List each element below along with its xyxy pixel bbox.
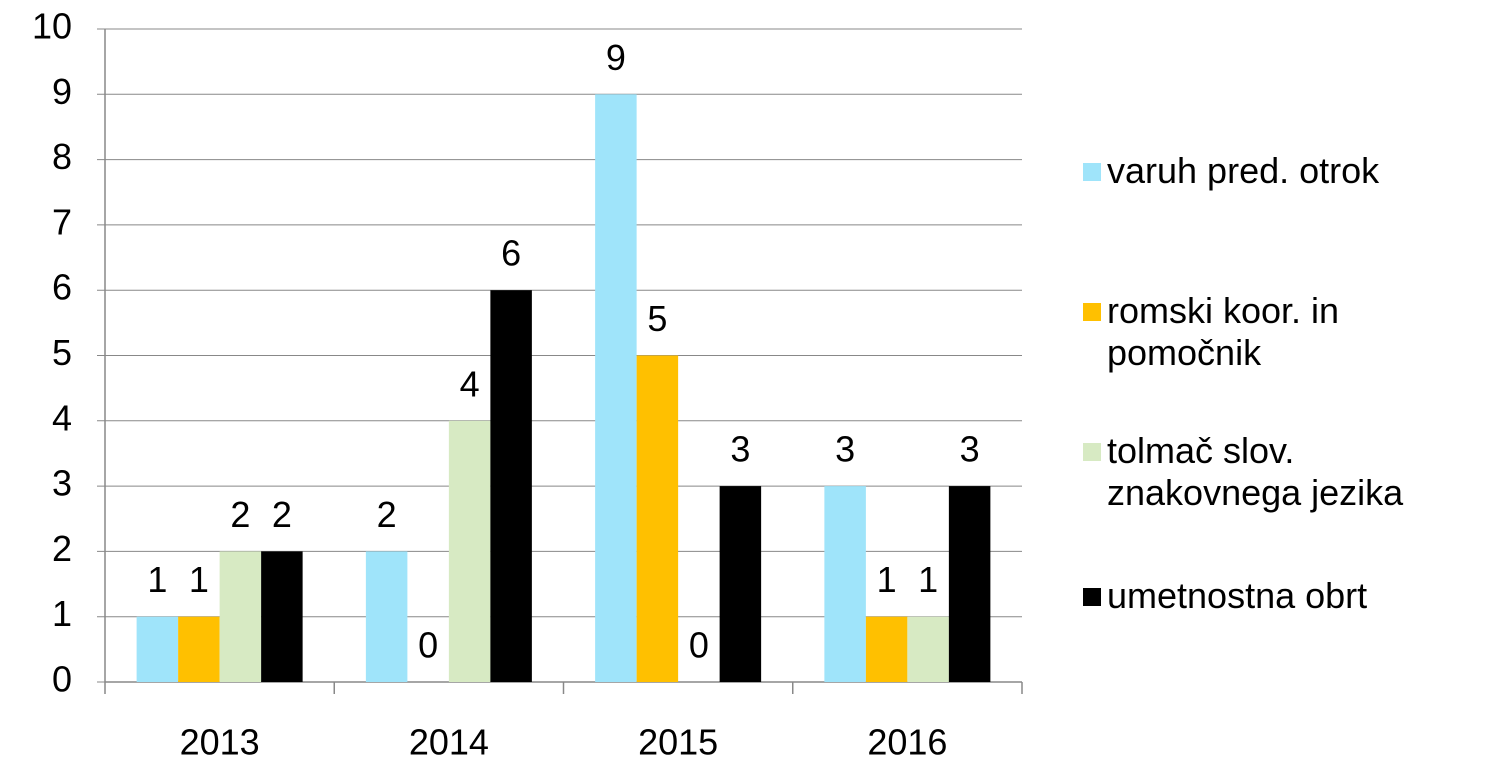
bar	[719, 486, 762, 682]
data-label: 3	[960, 429, 980, 470]
bar	[136, 616, 179, 682]
data-label: 1	[877, 559, 897, 600]
bar	[490, 290, 532, 682]
y-tick-label: 3	[52, 463, 72, 504]
data-label: 2	[230, 494, 250, 535]
y-tick-label: 8	[52, 136, 72, 177]
x-tick-label: 2015	[638, 722, 718, 760]
legend-swatch	[1083, 163, 1101, 181]
y-tick-label: 4	[52, 397, 72, 438]
data-label: 1	[189, 559, 209, 600]
y-tick-label: 10	[32, 6, 72, 47]
bar	[865, 616, 908, 682]
legend-label: umetnostna obrt	[1107, 575, 1368, 616]
y-tick-label: 1	[52, 593, 72, 634]
legend-item: varuh pred. otrok	[1083, 150, 1473, 192]
data-label: 1	[918, 559, 938, 600]
legend-label: romski koor. in pomočnik	[1107, 290, 1340, 373]
legend-swatch	[1083, 588, 1101, 606]
y-tick-label: 2	[52, 528, 72, 569]
legend-item: romski koor. in pomočnik	[1083, 290, 1473, 374]
legend-label: varuh pred. otrok	[1107, 150, 1380, 191]
bar	[636, 355, 679, 682]
data-label: 0	[418, 625, 438, 666]
legend-swatch	[1083, 443, 1101, 461]
y-tick-label: 0	[52, 659, 72, 700]
y-tick-label: 5	[52, 332, 72, 373]
data-label: 3	[835, 429, 855, 470]
data-label: 0	[689, 625, 709, 666]
y-tick-label: 9	[52, 71, 72, 112]
y-tick-label: 7	[52, 201, 72, 242]
bar	[907, 616, 949, 682]
data-label: 2	[377, 494, 397, 535]
x-tick-label: 2016	[867, 722, 947, 760]
bar	[595, 94, 637, 683]
y-tick-label: 6	[52, 267, 72, 308]
data-label: 4	[460, 363, 480, 404]
legend-label: tolmač slov. znakovnega jezika	[1107, 430, 1404, 513]
data-label: 9	[606, 37, 626, 78]
bar	[824, 486, 866, 682]
legend-item: umetnostna obrt	[1083, 575, 1473, 617]
legend-item: tolmač slov. znakovnega jezika	[1083, 430, 1473, 514]
data-label: 2	[272, 494, 292, 535]
x-tick-label: 2013	[180, 722, 260, 760]
bar	[365, 551, 408, 682]
bar	[219, 551, 262, 682]
data-label: 6	[501, 233, 521, 274]
bar	[448, 420, 491, 682]
bar	[178, 616, 220, 682]
bar	[261, 551, 303, 682]
data-label: 1	[147, 559, 167, 600]
bar	[948, 486, 991, 682]
x-tick-label: 2014	[409, 722, 489, 760]
data-label: 3	[730, 429, 750, 470]
legend-swatch	[1083, 303, 1101, 321]
data-label: 5	[647, 298, 667, 339]
